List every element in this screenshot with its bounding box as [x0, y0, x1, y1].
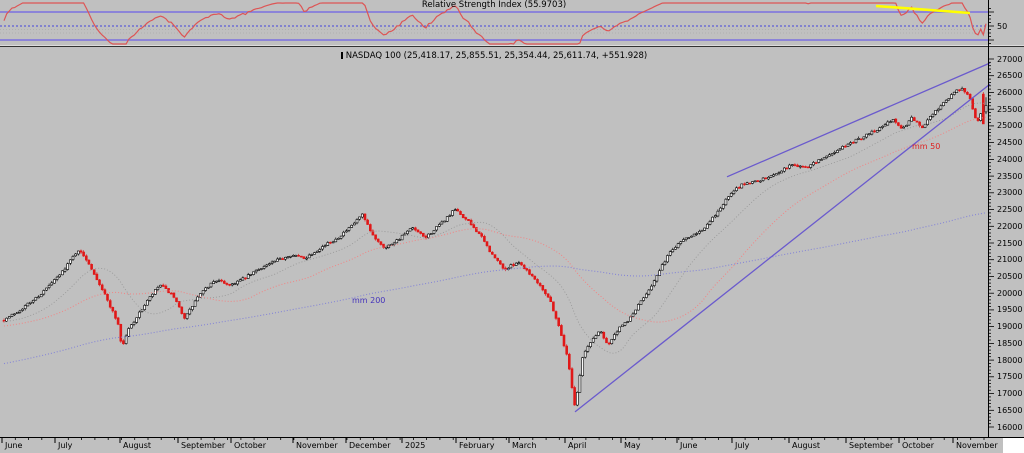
price-panel-title: NASDAQ 100 (25,418.17, 25,855.51, 25,354… [0, 52, 988, 61]
month-label: June [5, 441, 23, 450]
price-tick-label: 16500 [997, 405, 1023, 415]
month-label: July [58, 441, 73, 450]
month-label: August [123, 441, 151, 450]
price-tick-label: 22500 [997, 205, 1023, 214]
month-label: September [181, 441, 226, 450]
instrument-icon [340, 52, 343, 59]
month-label: May [624, 441, 641, 450]
price-tick-label: 17500 [997, 372, 1023, 382]
month-label: April [568, 441, 587, 450]
price-tick-label: 20000 [997, 288, 1023, 298]
price-tick-label: 22000 [997, 221, 1023, 231]
rsi-panel-title: Relative Strength Index (55.9703) [421, 0, 567, 10]
rsi-axis-label-50: 50 [997, 22, 1008, 31]
month-label: October [234, 441, 267, 450]
ma50-label: mm 50 [912, 142, 941, 151]
month-label: June [680, 441, 698, 450]
month-label: February [459, 441, 495, 450]
price-tick-label: 24000 [997, 154, 1023, 164]
price-tick-label: 26000 [997, 88, 1023, 97]
price-tick-label: 18500 [997, 338, 1023, 348]
month-label: 2025 [405, 441, 426, 450]
ma200-label: mm 200 [352, 296, 386, 305]
price-tick-label: 25000 [997, 121, 1023, 131]
price-tick-label: 26500 [997, 71, 1023, 81]
price-tick-label: 23000 [997, 188, 1023, 198]
month-label: August [792, 441, 820, 450]
price-tick-label: 21500 [997, 238, 1023, 248]
price-tick-label: 20500 [997, 272, 1023, 281]
price-tick-label: 19000 [997, 322, 1023, 332]
axis-corner-box [1003, 438, 1024, 453]
price-tick-label: 21000 [997, 255, 1023, 265]
price-panel-title-text: NASDAQ 100 (25,418.17, 25,855.51, 25,354… [345, 51, 648, 61]
month-label: November [956, 441, 998, 450]
price-tick-label: 16000 [997, 422, 1023, 432]
month-label: October [902, 441, 935, 450]
price-tick-label: 27000 [997, 54, 1023, 64]
month-label: September [849, 441, 894, 450]
price-tick-label: 19500 [997, 305, 1023, 315]
price-tick-label: 25500 [997, 104, 1023, 114]
price-tick-label: 18000 [997, 355, 1023, 365]
price-tick-label: 17000 [997, 389, 1023, 398]
price-tick-label: 24500 [997, 138, 1023, 148]
month-label: March [512, 441, 537, 450]
month-label: July [735, 441, 750, 450]
month-label: December [349, 441, 391, 450]
price-tick-label: 23500 [997, 171, 1023, 181]
month-label: November [296, 441, 338, 450]
